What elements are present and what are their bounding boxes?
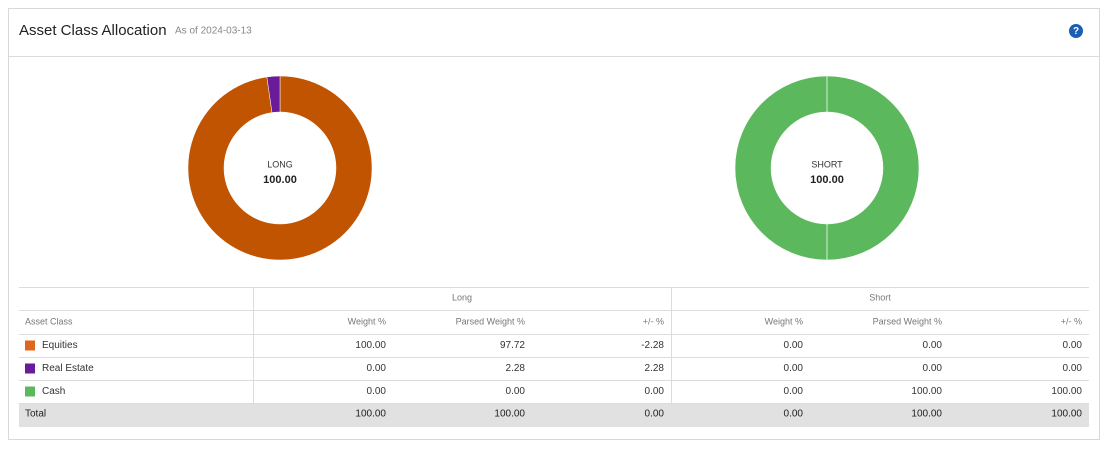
total-cell: 0.00 — [784, 409, 804, 420]
donut-slice — [266, 75, 281, 113]
total-cell: 100.00 — [911, 409, 942, 420]
column-header: Weight % — [765, 316, 803, 326]
column-header: Parsed Weight % — [456, 316, 525, 326]
total-cell: 100.00 — [1051, 409, 1082, 420]
donut-slice — [187, 75, 373, 261]
cell: 0.00 — [506, 386, 526, 397]
asset-class: Real Estate — [42, 363, 94, 374]
total-row-bg — [19, 403, 1089, 427]
cell: 0.00 — [367, 363, 387, 374]
cell: 0.00 — [923, 363, 943, 374]
group-header: Short — [869, 292, 891, 302]
cell: 0.00 — [784, 363, 804, 374]
total-cell: 100.00 — [355, 409, 386, 420]
legend-swatch — [25, 386, 35, 397]
cell: -2.28 — [641, 340, 664, 351]
cell: 0.00 — [923, 340, 943, 351]
cell: 2.28 — [506, 363, 526, 374]
cell: 0.00 — [1063, 340, 1083, 351]
asset-class: Equities — [42, 340, 78, 351]
cell: 100.00 — [355, 340, 386, 351]
total-cell: 100.00 — [494, 409, 525, 420]
cell: 2.28 — [645, 363, 665, 374]
donut-center-label: SHORT — [811, 159, 843, 169]
legend-swatch — [25, 340, 35, 351]
column-header: Asset Class — [25, 316, 73, 326]
cell: 97.72 — [500, 340, 525, 351]
column-header: +/- % — [1061, 316, 1082, 326]
cell: 0.00 — [645, 386, 665, 397]
cell: 0.00 — [367, 386, 387, 397]
panel-border — [8, 8, 1100, 440]
cell: 100.00 — [911, 386, 942, 397]
cell: 0.00 — [784, 386, 804, 397]
total-cell: 0.00 — [645, 409, 665, 420]
subtitle: As of 2024-03-13 — [175, 26, 252, 37]
column-header: +/- % — [643, 316, 664, 326]
donut-center-value: 100.00 — [810, 174, 844, 186]
cell: 100.00 — [1051, 386, 1082, 397]
title: Asset Class Allocation — [19, 22, 167, 39]
donut-center-label: LONG — [267, 159, 293, 169]
column-header: Parsed Weight % — [873, 316, 942, 326]
asset-class: Cash — [42, 386, 65, 397]
total-cell: Total — [25, 409, 46, 420]
legend-swatch — [25, 363, 35, 374]
donut-slice — [734, 75, 920, 261]
cell: 0.00 — [1063, 363, 1083, 374]
help-button[interactable] — [1069, 24, 1083, 38]
cell: 0.00 — [784, 340, 804, 351]
help-icon[interactable]: ? — [1073, 26, 1079, 37]
group-header: Long — [452, 292, 472, 302]
donut-center-value: 100.00 — [263, 174, 297, 186]
column-header: Weight % — [348, 316, 386, 326]
